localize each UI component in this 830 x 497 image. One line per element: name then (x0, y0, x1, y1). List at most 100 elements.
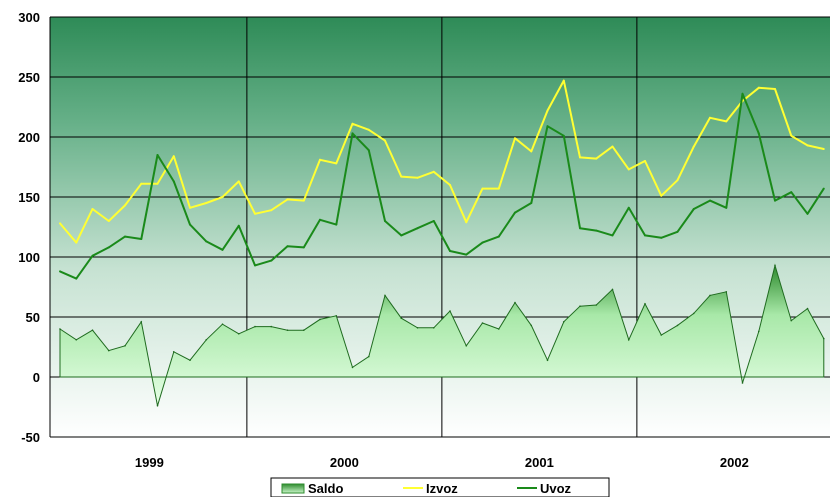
point-izvoz (806, 144, 809, 147)
legend: Saldo Izvoz Uvoz (270, 477, 610, 497)
point-saldo (59, 328, 61, 330)
x-tick-label: 1999 (135, 455, 164, 470)
point-uvoz (449, 250, 451, 252)
point-uvoz (530, 202, 533, 204)
point-uvoz (367, 149, 370, 152)
legend-box (270, 477, 610, 497)
point-saldo (172, 351, 175, 353)
point-uvoz (546, 125, 549, 128)
point-izvoz (692, 145, 695, 148)
point-izvoz (465, 221, 468, 224)
point-uvoz (709, 199, 711, 202)
point-saldo (546, 359, 549, 362)
point-saldo (725, 291, 728, 293)
y-tick-label: 300 (18, 10, 40, 25)
point-uvoz (822, 187, 825, 190)
y-axis-ticks: 300 250 200 150 100 50 0 -50 (18, 10, 40, 445)
point-saldo (595, 304, 598, 306)
point-uvoz (806, 212, 809, 215)
point-izvoz (75, 241, 78, 244)
legend-label-izvoz: Izvoz (426, 481, 458, 496)
point-izvoz (822, 148, 825, 150)
y-tick-label: 0 (33, 370, 40, 385)
point-izvoz (416, 176, 419, 179)
point-saldo (530, 324, 533, 327)
point-izvoz (530, 150, 533, 153)
point-izvoz (254, 212, 256, 215)
point-uvoz (156, 154, 159, 156)
line-layer (59, 79, 825, 280)
point-saldo (286, 329, 289, 332)
y-tick-label: -50 (21, 430, 40, 445)
point-izvoz (676, 179, 679, 182)
point-uvoz (189, 223, 191, 226)
point-uvoz (205, 240, 208, 243)
y-tick-label: 100 (18, 250, 40, 265)
point-izvoz (319, 158, 321, 161)
point-izvoz (286, 198, 289, 201)
point-uvoz (595, 229, 598, 232)
point-saldo (562, 321, 565, 323)
point-saldo (75, 339, 78, 341)
point-saldo (384, 294, 386, 297)
point-izvoz (790, 134, 793, 137)
point-uvoz (221, 248, 224, 251)
point-izvoz (205, 202, 208, 204)
point-izvoz (497, 187, 500, 190)
point-izvoz (709, 116, 711, 119)
point-saldo (774, 264, 776, 267)
point-uvoz (465, 253, 468, 256)
x-tick-label: 2002 (720, 455, 749, 470)
point-uvoz (237, 224, 240, 227)
point-izvoz (774, 88, 776, 90)
point-uvoz (302, 246, 305, 249)
point-saldo (822, 337, 825, 340)
point-izvoz (237, 180, 240, 183)
point-izvoz (400, 175, 403, 178)
point-izvoz (351, 122, 354, 125)
point-saldo (400, 317, 403, 320)
point-saldo (237, 333, 240, 335)
point-izvoz (595, 157, 598, 160)
point-saldo (221, 323, 224, 326)
point-uvoz (644, 234, 646, 237)
point-izvoz (172, 155, 175, 158)
point-uvoz (757, 132, 760, 135)
point-izvoz (124, 204, 126, 207)
point-izvoz (91, 208, 94, 210)
point-saldo (692, 312, 695, 315)
point-uvoz (562, 134, 565, 137)
point-saldo (644, 303, 646, 305)
point-izvoz (140, 182, 143, 185)
point-uvoz (91, 254, 94, 257)
point-uvoz (611, 234, 614, 237)
legend-label-uvoz: Uvoz (540, 481, 572, 496)
point-saldo (676, 324, 679, 327)
point-saldo (627, 339, 630, 341)
point-saldo (709, 294, 711, 297)
point-uvoz (579, 227, 581, 230)
y-tick-label: 150 (18, 190, 40, 205)
point-uvoz (172, 180, 175, 183)
point-uvoz (384, 220, 386, 222)
point-izvoz (432, 170, 435, 173)
point-uvoz (725, 206, 728, 209)
y-tick-label: 50 (26, 310, 40, 325)
point-izvoz (302, 199, 305, 202)
point-saldo (335, 315, 338, 317)
y-tick-label: 200 (18, 130, 40, 145)
point-saldo (302, 329, 305, 332)
point-uvoz (741, 92, 744, 95)
point-izvoz (156, 182, 159, 185)
point-izvoz (627, 168, 630, 171)
point-izvoz (59, 222, 61, 225)
point-izvoz (579, 156, 581, 159)
x-tick-label: 2000 (330, 455, 359, 470)
point-saldo (449, 310, 451, 312)
point-izvoz (660, 194, 663, 197)
point-izvoz (562, 79, 565, 82)
point-uvoz (481, 241, 484, 244)
point-saldo (189, 359, 191, 362)
point-izvoz (221, 196, 224, 198)
